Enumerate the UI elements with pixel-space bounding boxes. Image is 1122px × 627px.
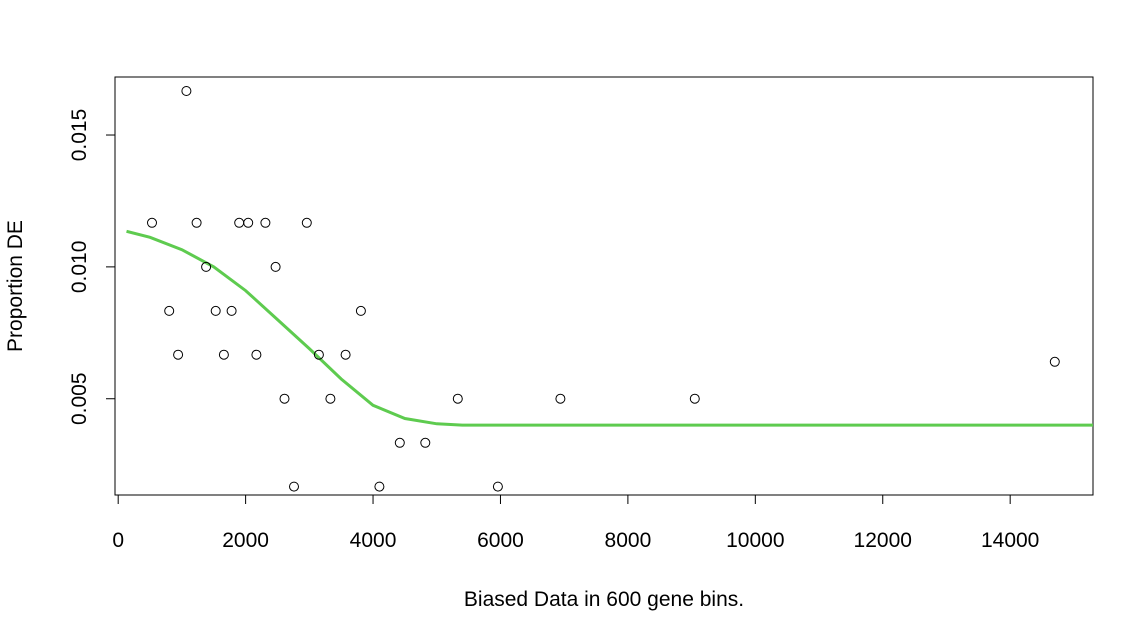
data-point — [251, 349, 262, 360]
data-point — [689, 393, 700, 404]
data-point — [191, 217, 202, 228]
data-point — [279, 393, 290, 404]
data-point — [147, 217, 157, 228]
plot-area — [114, 76, 1094, 496]
x-tick-label: 12000 — [854, 529, 912, 552]
y-tick-label: 0.010 — [68, 241, 91, 294]
data-point — [420, 437, 431, 448]
x-tick-label: 8000 — [605, 529, 652, 552]
points-layer — [147, 86, 1060, 492]
data-point — [355, 305, 366, 316]
data-point — [181, 86, 192, 96]
data-point — [492, 481, 503, 492]
data-point — [1049, 356, 1060, 367]
data-point — [374, 481, 385, 492]
data-point — [452, 393, 463, 404]
data-point — [243, 217, 254, 228]
data-point — [173, 349, 184, 360]
data-point — [325, 393, 336, 404]
data-point — [210, 305, 221, 316]
data-point — [234, 217, 245, 228]
y-tick-label: 0.005 — [68, 372, 91, 425]
data-point — [289, 481, 299, 492]
x-axis-title: Biased Data in 600 gene bins. — [464, 588, 744, 611]
x-tick-label: 10000 — [726, 529, 784, 552]
data-point — [394, 437, 405, 448]
y-axis: 0.005 0.010 0.015 — [68, 109, 116, 425]
data-point — [260, 217, 271, 228]
x-axis: 0 2000 4000 6000 8000 10000 12000 14000 — [112, 494, 1039, 552]
y-axis-title: Proportion DE — [4, 220, 27, 352]
x-tick-label: 4000 — [350, 529, 397, 552]
data-point — [313, 349, 324, 360]
data-point — [164, 305, 175, 316]
fit-line-layer — [126, 229, 1093, 427]
data-point — [555, 393, 566, 404]
data-point — [201, 261, 212, 272]
data-point — [226, 305, 237, 316]
x-tick-label: 6000 — [477, 529, 524, 552]
x-tick-label: 14000 — [981, 529, 1039, 552]
x-tick-label: 2000 — [222, 529, 269, 552]
data-point — [270, 261, 281, 272]
y-tick-label: 0.015 — [68, 109, 91, 162]
data-point — [218, 349, 229, 360]
data-point — [301, 217, 312, 228]
fit-curve — [126, 229, 1093, 427]
x-tick-label: 0 — [112, 529, 124, 552]
data-point — [340, 349, 351, 360]
plot-frame — [114, 76, 1094, 496]
